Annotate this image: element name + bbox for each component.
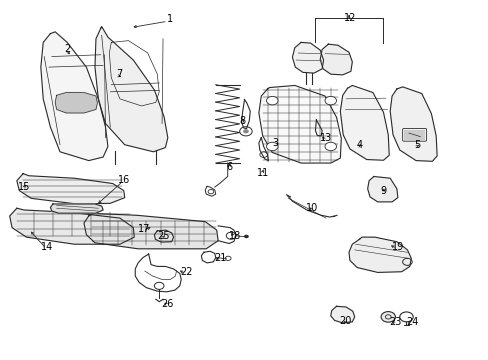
- Text: 22: 22: [180, 267, 192, 278]
- Text: 5: 5: [413, 140, 419, 150]
- Text: 24: 24: [405, 317, 418, 327]
- Text: 15: 15: [18, 182, 30, 192]
- Text: 8: 8: [239, 116, 245, 126]
- Circle shape: [266, 96, 278, 105]
- Polygon shape: [348, 237, 410, 273]
- Text: 21: 21: [214, 253, 226, 263]
- Polygon shape: [330, 306, 354, 323]
- Text: 9: 9: [380, 186, 386, 196]
- Polygon shape: [367, 176, 397, 202]
- Polygon shape: [95, 27, 167, 152]
- Text: 19: 19: [391, 242, 403, 252]
- Text: 11: 11: [256, 168, 268, 178]
- Text: 26: 26: [162, 299, 174, 309]
- Text: 14: 14: [41, 242, 53, 252]
- Text: 23: 23: [388, 317, 401, 327]
- Circle shape: [244, 235, 248, 238]
- Polygon shape: [320, 44, 351, 75]
- Text: 20: 20: [338, 316, 350, 326]
- Polygon shape: [55, 93, 97, 113]
- Polygon shape: [41, 32, 108, 161]
- Text: 18: 18: [228, 231, 241, 241]
- Text: 7: 7: [116, 69, 122, 79]
- Circle shape: [325, 142, 336, 151]
- Circle shape: [380, 312, 395, 322]
- Polygon shape: [84, 213, 218, 249]
- Circle shape: [266, 142, 278, 151]
- Circle shape: [243, 129, 248, 134]
- Circle shape: [325, 96, 336, 105]
- Text: 3: 3: [272, 138, 278, 148]
- Text: 25: 25: [157, 231, 169, 242]
- Bar: [403, 130, 424, 140]
- Text: 4: 4: [356, 140, 362, 150]
- Text: 10: 10: [305, 203, 317, 213]
- Text: 2: 2: [64, 45, 70, 54]
- Text: 13: 13: [319, 133, 331, 143]
- Text: 17: 17: [138, 224, 150, 234]
- Text: 1: 1: [167, 14, 173, 24]
- Text: 16: 16: [118, 175, 130, 185]
- Text: 12: 12: [343, 13, 355, 23]
- Polygon shape: [10, 208, 134, 244]
- Polygon shape: [340, 85, 388, 160]
- Polygon shape: [389, 87, 436, 161]
- Polygon shape: [50, 204, 103, 213]
- Polygon shape: [258, 85, 341, 163]
- Text: 6: 6: [225, 162, 232, 172]
- Polygon shape: [292, 42, 323, 73]
- Polygon shape: [17, 174, 124, 204]
